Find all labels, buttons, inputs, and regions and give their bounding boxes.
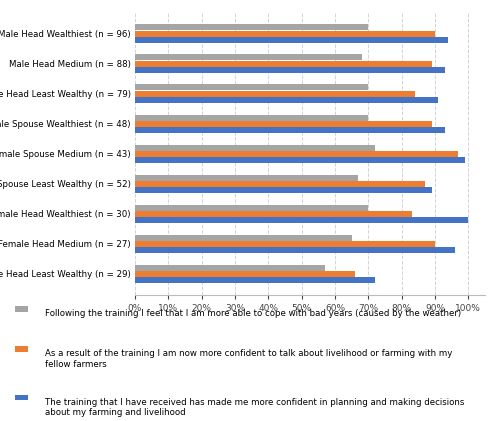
Bar — [135, 67, 445, 73]
Bar — [135, 97, 438, 103]
Bar — [135, 234, 352, 240]
Bar — [135, 115, 368, 120]
Bar — [135, 85, 368, 91]
Bar — [135, 217, 468, 223]
Bar — [135, 187, 432, 193]
Bar — [135, 210, 411, 217]
Text: As a result of the training I am now more confident to talk about livelihood or : As a result of the training I am now mor… — [45, 349, 453, 369]
Bar — [135, 61, 432, 67]
Bar — [135, 24, 368, 30]
Bar — [135, 54, 362, 61]
Text: Following the training I feel that I am more able to cope with bad years (caused: Following the training I feel that I am … — [45, 309, 461, 318]
Bar — [135, 157, 465, 163]
Bar — [135, 144, 375, 151]
Text: The training that I have received has made me more confident in planning and mak: The training that I have received has ma… — [45, 398, 465, 417]
Bar — [135, 91, 415, 97]
Bar — [135, 37, 448, 43]
Bar — [135, 151, 458, 157]
Bar — [135, 175, 358, 181]
Bar — [135, 241, 435, 247]
Bar — [135, 31, 435, 37]
Bar — [135, 264, 325, 271]
Bar — [135, 205, 368, 210]
Bar — [135, 271, 355, 277]
Bar — [135, 277, 375, 283]
Bar — [135, 121, 432, 127]
Bar — [135, 181, 425, 187]
Bar — [135, 247, 455, 253]
Bar — [135, 127, 445, 133]
